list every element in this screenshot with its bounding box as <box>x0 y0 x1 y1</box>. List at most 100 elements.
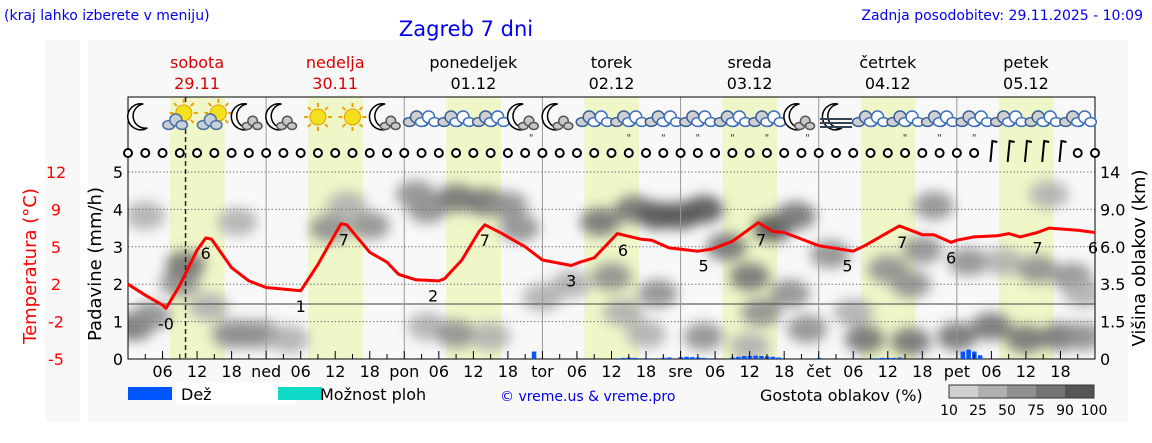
precip-bar <box>874 358 879 359</box>
calm-wind-icon <box>761 148 772 158</box>
cloud-density-blob <box>487 191 528 220</box>
cloud-density-blob <box>591 262 632 291</box>
calm-wind-icon <box>502 148 513 158</box>
precip-bar <box>707 358 712 359</box>
temperature-line <box>127 221 1096 310</box>
cloud-density-tick: 90 <box>1056 403 1074 419</box>
moon-cloud-icon <box>230 103 263 131</box>
calm-wind-icon <box>813 148 824 158</box>
cloudy-rain-icon: " <box>748 110 787 144</box>
x-tick-hour-label: 06 <box>429 362 449 381</box>
temperature-tick: 9 <box>51 200 61 219</box>
cloud-height-tick: 3.5 <box>1100 275 1125 294</box>
wind-barb-icon <box>1058 139 1067 163</box>
cloud-density-blob <box>1063 322 1095 351</box>
calm-wind-icon <box>865 148 876 158</box>
cloud-density-blob <box>326 191 367 220</box>
calm-wind-icon <box>382 148 393 158</box>
cloud-density-blob <box>309 214 350 243</box>
calm-wind-icon <box>451 148 462 158</box>
cloud-density-blob <box>1063 279 1095 308</box>
cloud-density-bar-frame <box>948 384 1095 399</box>
temperature-tick: 12 <box>46 163 66 182</box>
precip-bar <box>701 357 707 359</box>
moon-cloud-icon <box>368 103 401 131</box>
temperature-label: 7 <box>756 230 766 249</box>
x-tick-hour-label: 12 <box>325 362 345 381</box>
cloud-density-tick: 25 <box>969 403 987 419</box>
sun-cloud-icon <box>196 99 233 131</box>
calm-wind-icon <box>796 148 807 158</box>
calm-wind-icon <box>571 148 582 158</box>
calm-wind-icon <box>727 148 738 158</box>
cloud-height-tick: 0 <box>1100 350 1110 369</box>
moon-cloud-icon <box>265 103 298 131</box>
legend-showers-label: Možnost ploh <box>320 385 426 404</box>
day-name: sreda <box>727 53 771 72</box>
x-tick-hour-label: 18 <box>221 362 241 381</box>
x-tick-hour-label: 18 <box>912 362 932 381</box>
cloud-density-blob <box>683 322 724 351</box>
svg-text:": " <box>937 133 942 144</box>
calm-wind-icon <box>261 148 272 158</box>
precip-tick: 1 <box>113 313 123 332</box>
cloud-density-blob <box>902 235 943 264</box>
copyright-link[interactable]: © vreme.us & vreme.pro <box>500 389 675 405</box>
cloudy-rain-icon: " <box>679 110 718 144</box>
precip-bar <box>531 351 537 359</box>
cloud-density-swatch <box>978 385 1007 398</box>
x-tick-hour-label: 06 <box>290 362 310 381</box>
cloud-density-blob <box>775 201 816 230</box>
precip-tick: 0 <box>113 350 123 369</box>
cloud-density-blob <box>637 279 678 308</box>
calm-wind-icon <box>641 148 652 158</box>
cloud-density-tick: 50 <box>998 403 1016 419</box>
wind-barb-icon <box>1006 139 1015 163</box>
calm-wind-icon <box>347 148 358 158</box>
cloud-density-swatch <box>1065 385 1094 398</box>
cloud-density-blob <box>499 214 540 243</box>
calm-wind-icon <box>295 148 306 158</box>
svg-text:": " <box>696 133 701 144</box>
calm-wind-icon <box>917 148 928 158</box>
moon-fog-icon <box>819 103 852 131</box>
svg-text:": " <box>529 133 534 144</box>
moon-cloud-icon <box>541 103 574 131</box>
x-tick-hour-label: 12 <box>1016 362 1036 381</box>
location-hint[interactable]: (kraj lahko izberete v meniju) <box>4 8 210 24</box>
x-tick-hour-label: 18 <box>360 362 380 381</box>
sun-cloud-icon <box>162 99 198 131</box>
moon-icon <box>127 103 148 131</box>
cloud-density-tick: 100 <box>1081 403 1108 419</box>
cloud-density-tick: 10 <box>940 403 958 419</box>
cloud-density-blob <box>626 320 667 349</box>
x-tick-day-label: pet <box>944 362 970 381</box>
x-tick-day-label: sre <box>668 362 692 381</box>
precip-tick: 4 <box>113 200 123 219</box>
precip-bar <box>753 355 758 359</box>
temperature-tick: -2 <box>48 313 64 332</box>
x-tick-hour-label: 06 <box>152 362 172 381</box>
calm-wind-icon <box>399 148 410 158</box>
day-date: 01.12 <box>450 74 496 93</box>
calm-wind-icon <box>900 148 911 158</box>
x-tick-day-label: pon <box>389 362 419 381</box>
cloud-density-blob <box>579 207 620 236</box>
temperature-label: 7 <box>339 230 349 249</box>
cloud-density-blob <box>833 298 874 327</box>
precip-bar <box>667 357 672 359</box>
cloud-height-axis-title: Višina oblakov (km) <box>1129 169 1150 346</box>
calm-wind-icon <box>364 148 375 158</box>
cloud-height-tick: 1.5 <box>1100 313 1125 332</box>
calm-wind-icon <box>934 148 945 158</box>
cloud-density-blob <box>729 332 770 359</box>
calm-wind-icon <box>692 148 703 158</box>
sun-icon <box>303 103 332 131</box>
calm-wind-icon <box>520 148 531 158</box>
wind-barb-icon <box>1023 139 1033 163</box>
daylight-band <box>170 97 225 359</box>
svg-text:": " <box>765 133 770 144</box>
cloud-density-blob <box>683 195 724 224</box>
svg-text:": " <box>626 133 631 144</box>
